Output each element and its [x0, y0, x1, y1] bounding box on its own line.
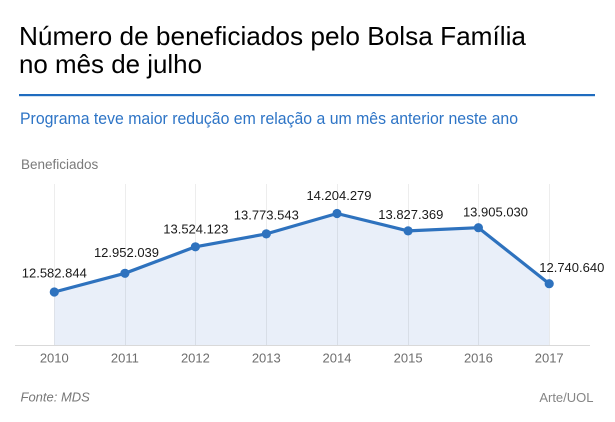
svg-text:2014: 2014 — [323, 350, 352, 365]
svg-text:14.204.279: 14.204.279 — [306, 188, 371, 203]
svg-text:no mês de julho: no mês de julho — [19, 49, 202, 79]
svg-text:13.524.123: 13.524.123 — [163, 221, 228, 236]
svg-text:Programa teve maior redução em: Programa teve maior redução em relação a… — [20, 109, 518, 128]
svg-text:2015: 2015 — [394, 350, 423, 365]
svg-text:12.740.640: 12.740.640 — [539, 260, 604, 275]
svg-text:2010: 2010 — [40, 350, 69, 365]
svg-text:13.773.543: 13.773.543 — [234, 207, 299, 222]
svg-text:2013: 2013 — [252, 350, 281, 365]
svg-text:Arte/UOL: Arte/UOL — [539, 390, 593, 405]
svg-text:Número de beneficiados pelo Bo: Número de beneficiados pelo Bolsa Famíli… — [19, 21, 527, 51]
svg-text:13.827.369: 13.827.369 — [378, 207, 443, 222]
svg-text:2017: 2017 — [535, 350, 564, 365]
svg-text:12.952.039: 12.952.039 — [94, 245, 159, 260]
svg-text:2016: 2016 — [464, 350, 493, 365]
svg-text:12.582.844: 12.582.844 — [22, 266, 87, 281]
svg-text:2011: 2011 — [111, 350, 139, 365]
svg-text:Beneficiados: Beneficiados — [21, 157, 99, 172]
svg-text:Fonte: MDS: Fonte: MDS — [21, 389, 91, 404]
svg-text:2012: 2012 — [181, 350, 210, 365]
svg-text:13.905.030: 13.905.030 — [463, 205, 528, 220]
